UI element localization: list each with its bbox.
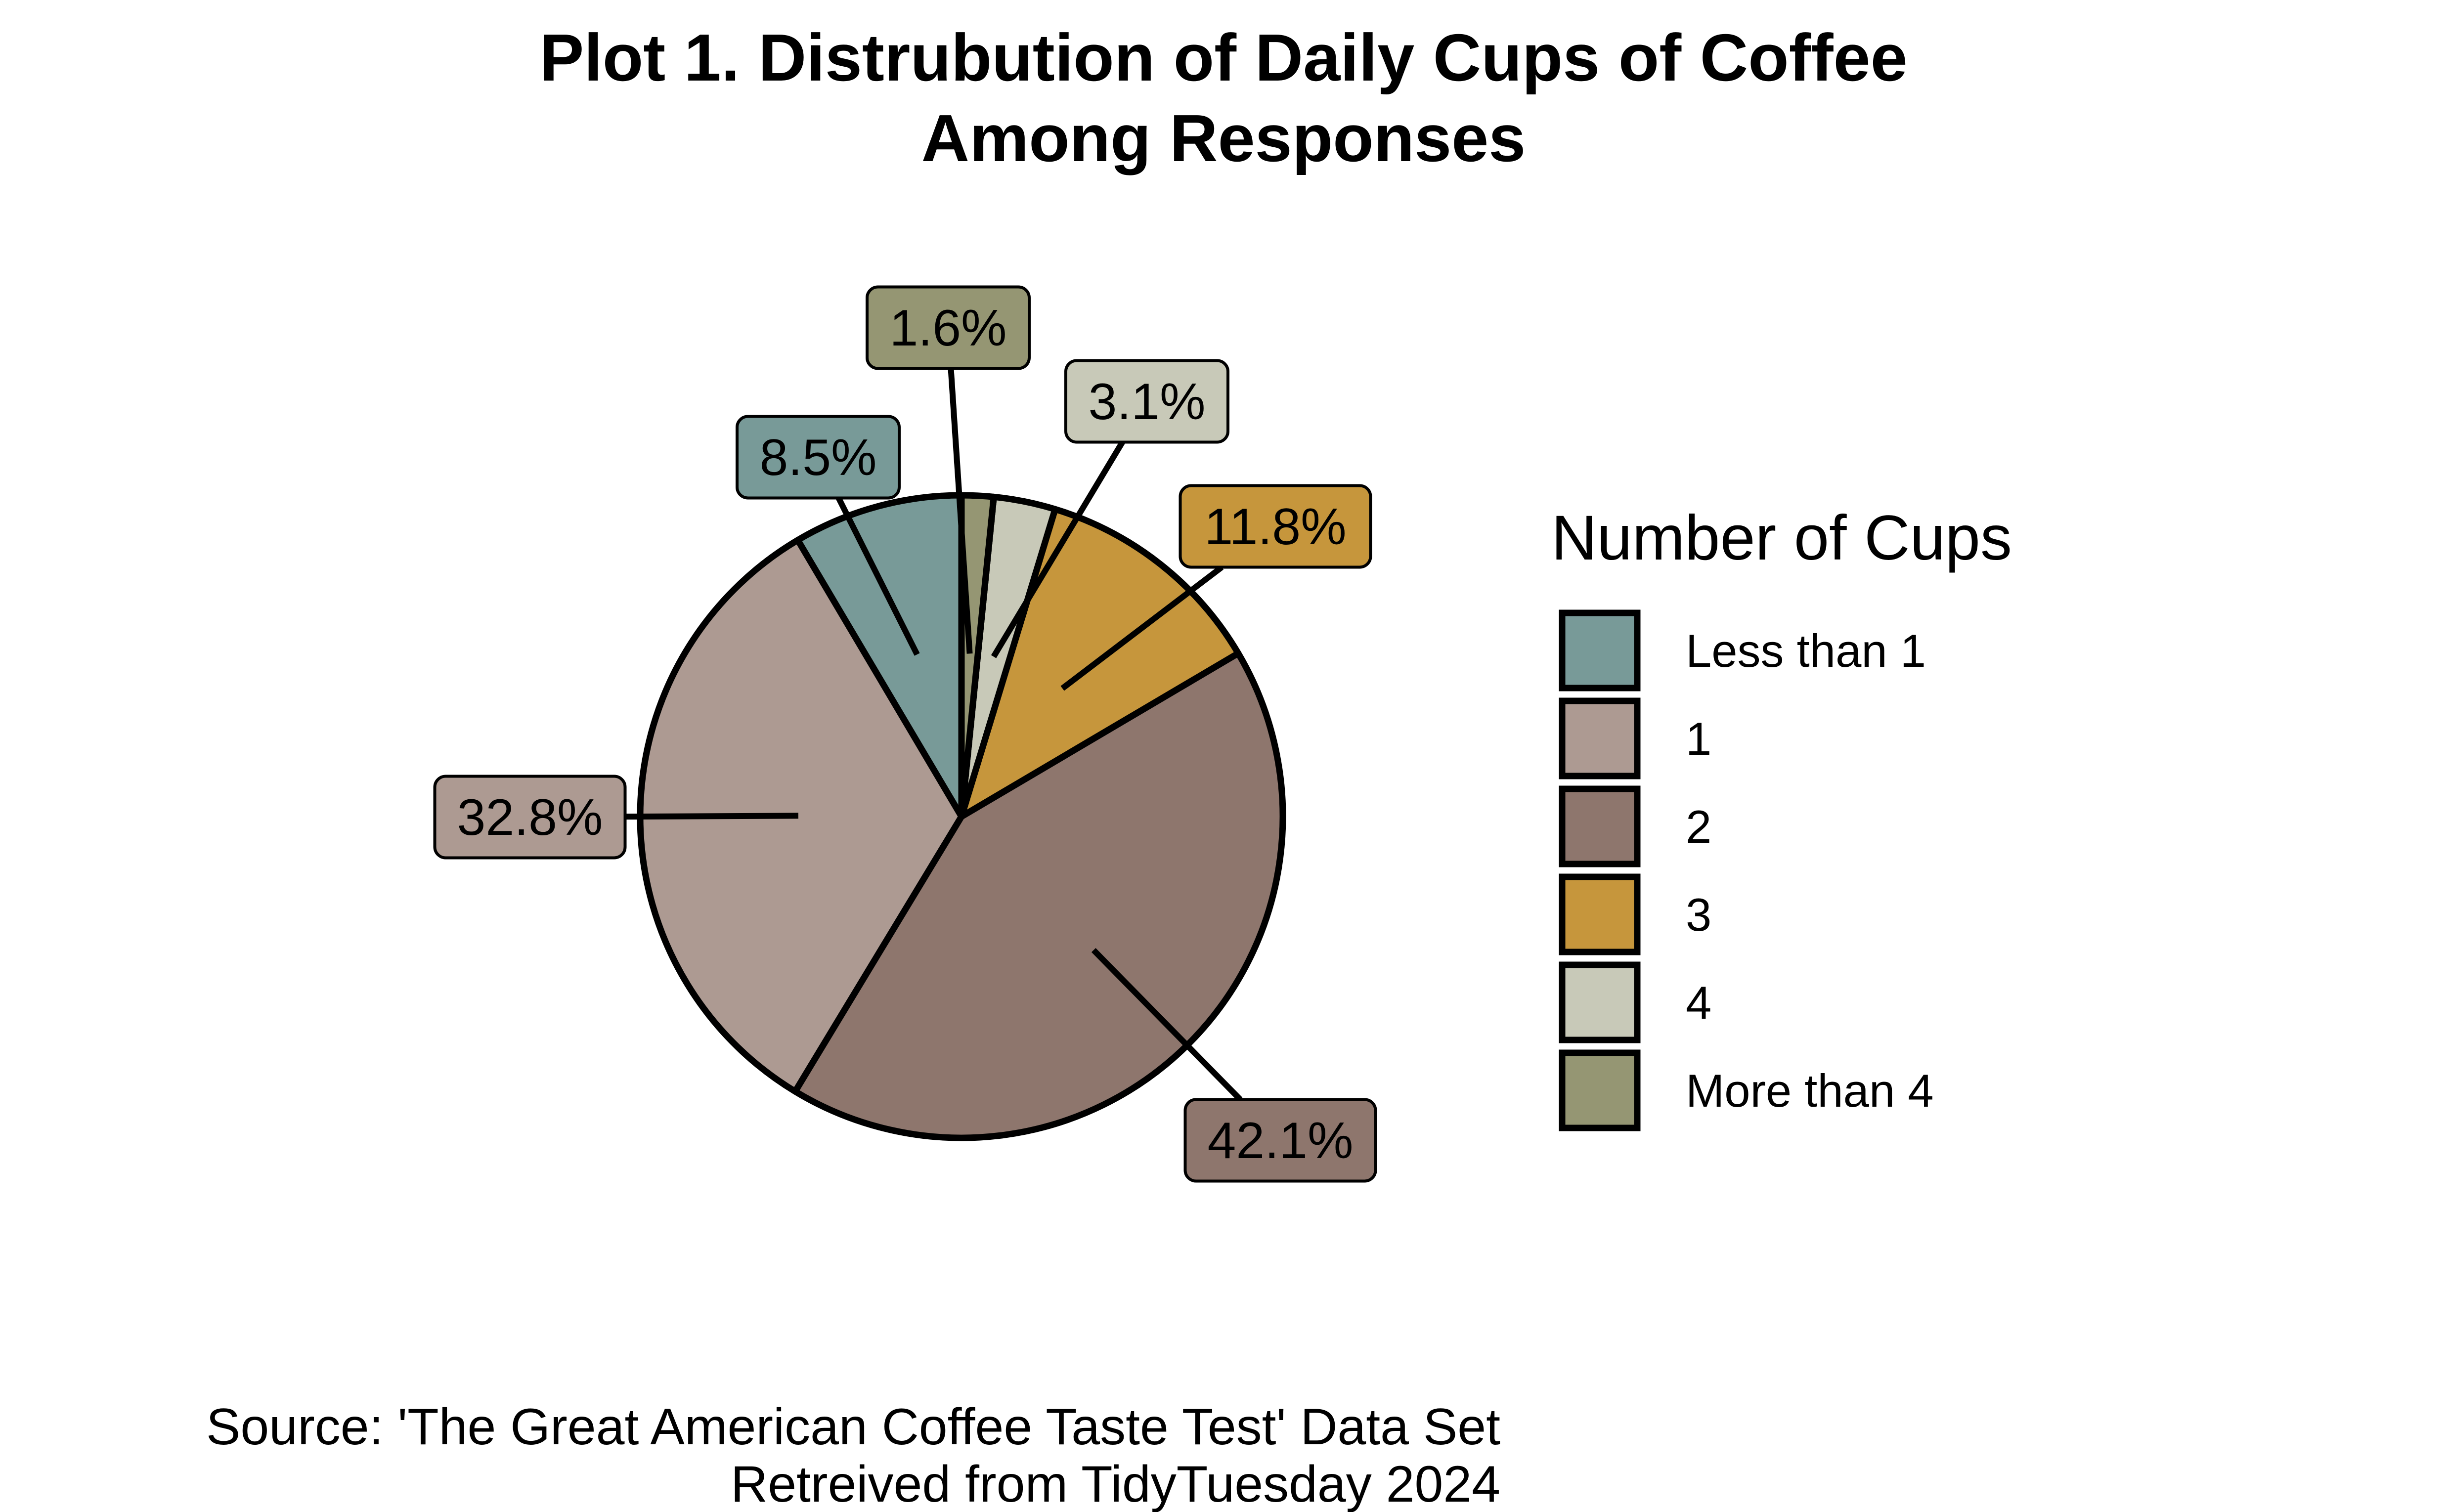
legend-label-1: 1 [1686, 713, 1711, 765]
leader-line-2 [1091, 948, 1243, 1102]
source-caption: Source: 'The Great American Coffee Taste… [206, 1398, 1500, 1512]
legend: Number of Cups Less than 1 1 2 3 4 More than … [1551, 503, 2012, 1131]
leader-line-1 [625, 813, 799, 820]
chart-title-line-1: Plot 1. Distrubution of Daily Cups of Co… [539, 20, 1908, 95]
value-label-1: 32.8% [457, 789, 603, 846]
value-label-box-more-than-4 [866, 285, 1031, 370]
legend-key-less-than-1 [1559, 609, 1641, 691]
chart-title: Plot 1. Distrubution of Daily Cups of Co… [539, 20, 1908, 175]
legend-label-4: 4 [1686, 977, 1711, 1029]
leader-line-more-than-4 [948, 368, 973, 654]
legend-label-more-than-4: More than 4 [1686, 1065, 1934, 1117]
caption-line-1: Source: 'The Great American Coffee Taste… [206, 1398, 1500, 1456]
legend-key-2 [1559, 785, 1641, 867]
chart-title-line-2: Among Responses [921, 101, 1526, 175]
legend-title: Number of Cups [1551, 503, 2012, 573]
caption-line-2: Retreived from TidyTuesday 2024 [731, 1456, 1500, 1512]
value-label-2: 42.1% [1208, 1112, 1354, 1169]
label-leader-lines [625, 368, 1243, 1102]
leader-line-less-than-1 [836, 496, 920, 656]
value-label-4: 3.1% [1088, 373, 1205, 431]
legend-key-more-than-4 [1559, 1049, 1641, 1131]
value-label-box-1 [433, 775, 627, 860]
value-label-box-less-than-1 [736, 415, 901, 500]
value-label-less-than-1: 8.5% [759, 429, 876, 486]
value-label-box-2 [1183, 1098, 1377, 1183]
legend-label-2: 2 [1686, 801, 1711, 853]
legend-key-1 [1559, 697, 1641, 779]
value-label-box-4 [1064, 359, 1229, 444]
value-label-3: 11.8% [1204, 498, 1346, 556]
legend-label-3: 3 [1686, 889, 1711, 941]
pie-slice-less-than-1 [794, 492, 965, 820]
leader-line-3 [1060, 564, 1224, 691]
value-label-more-than-4: 1.6% [889, 300, 1006, 357]
legend-label-less-than-1: Less than 1 [1686, 625, 1926, 677]
legend-key-3 [1559, 873, 1641, 955]
leader-line-4 [991, 440, 1125, 658]
slice-value-labels: 8.5% 32.8% 42.1% 11.8% 3.1% 1.6% [433, 285, 1377, 1183]
legend-key-4 [1559, 961, 1641, 1043]
value-label-box-3 [1179, 484, 1372, 569]
